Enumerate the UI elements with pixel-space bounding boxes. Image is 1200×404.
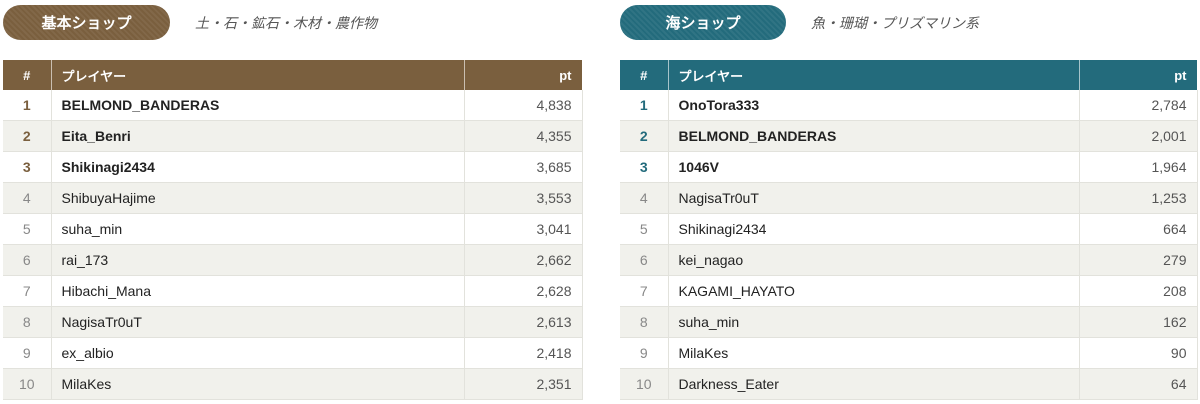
rank: 7	[620, 275, 669, 307]
rank: 3	[620, 151, 669, 183]
ranking-row: 7 KAGAMI_HAYATO 208	[620, 275, 1198, 307]
rank: 9	[620, 337, 669, 369]
rank: 2	[620, 120, 669, 152]
header-row: # プレイヤー pt	[3, 60, 583, 90]
points: 2,628	[464, 275, 583, 307]
points: 2,662	[464, 244, 583, 276]
rank: 2	[3, 120, 52, 152]
header-cell: pt	[1079, 60, 1198, 90]
header-cell: プレイヤー	[668, 60, 1080, 90]
points: 2,351	[464, 368, 583, 400]
header-cell: pt	[464, 60, 583, 90]
rank: 10	[3, 368, 52, 400]
points: 3,553	[464, 182, 583, 214]
rank: 9	[3, 337, 52, 369]
player-name: Darkness_Eater	[668, 368, 1080, 400]
player-name: 1046V	[668, 151, 1080, 183]
player-name: Shikinagi2434	[51, 151, 465, 183]
points: 64	[1079, 368, 1198, 400]
points: 279	[1079, 244, 1198, 276]
ranking-row: 3 1046V 1,964	[620, 151, 1198, 183]
rank: 5	[3, 213, 52, 245]
player-name: KAGAMI_HAYATO	[668, 275, 1080, 307]
points: 208	[1079, 275, 1198, 307]
player-name: rai_173	[51, 244, 465, 276]
ranking-row: 8 NagisaTr0uT 2,613	[3, 306, 583, 338]
ranking-table: # プレイヤー pt 1 OnoTora333 2,784 2 BELMOND_BANDERA…	[620, 60, 1198, 400]
points: 4,355	[464, 120, 583, 152]
shop-badge: 基本ショップ	[3, 5, 170, 40]
points: 4,838	[464, 90, 583, 121]
player-name: NagisaTr0uT	[668, 182, 1080, 214]
rank: 3	[3, 151, 52, 183]
player-name: Shikinagi2434	[668, 213, 1080, 245]
player-name: OnoTora333	[668, 90, 1080, 121]
rank: 1	[620, 90, 669, 121]
points: 90	[1079, 337, 1198, 369]
points: 3,041	[464, 213, 583, 245]
ranking-row: 9 MilaKes 90	[620, 337, 1198, 369]
ranking-row: 10 MilaKes 2,351	[3, 368, 583, 400]
header-cell: #	[3, 60, 52, 90]
rank: 8	[620, 306, 669, 338]
player-name: suha_min	[51, 213, 465, 245]
player-name: BELMOND_BANDERAS	[51, 90, 465, 121]
rank: 5	[620, 213, 669, 245]
player-name: ShibuyaHajime	[51, 182, 465, 214]
player-name: Eita_Benri	[51, 120, 465, 152]
rank: 7	[3, 275, 52, 307]
points: 664	[1079, 213, 1198, 245]
ranking-row: 4 NagisaTr0uT 1,253	[620, 182, 1198, 214]
player-name: MilaKes	[51, 368, 465, 400]
ranking-row: 4 ShibuyaHajime 3,553	[3, 182, 583, 214]
ranking-row: 5 suha_min 3,041	[3, 213, 583, 245]
rank: 1	[3, 90, 52, 121]
player-name: MilaKes	[668, 337, 1080, 369]
points: 2,001	[1079, 120, 1198, 152]
header-row: # プレイヤー pt	[620, 60, 1198, 90]
rank: 4	[3, 182, 52, 214]
points: 2,418	[464, 337, 583, 369]
points: 1,964	[1079, 151, 1198, 183]
points: 3,685	[464, 151, 583, 183]
rank: 4	[620, 182, 669, 214]
points: 162	[1079, 306, 1198, 338]
ranking-row: 1 OnoTora333 2,784	[620, 90, 1198, 121]
player-name: Hibachi_Mana	[51, 275, 465, 307]
player-name: ex_albio	[51, 337, 465, 369]
player-name: NagisaTr0uT	[51, 306, 465, 338]
shop-badge: 海ショップ	[620, 5, 786, 40]
ranking-row: 6 rai_173 2,662	[3, 244, 583, 276]
player-name: BELMOND_BANDERAS	[668, 120, 1080, 152]
ranking-row: 7 Hibachi_Mana 2,628	[3, 275, 583, 307]
ranking-row: 9 ex_albio 2,418	[3, 337, 583, 369]
player-name: kei_nagao	[668, 244, 1080, 276]
ranking-row: 3 Shikinagi2434 3,685	[3, 151, 583, 183]
rank: 6	[3, 244, 52, 276]
rank: 6	[620, 244, 669, 276]
header-cell: #	[620, 60, 669, 90]
rank: 8	[3, 306, 52, 338]
ranking-row: 2 Eita_Benri 4,355	[3, 120, 583, 152]
points: 1,253	[1079, 182, 1198, 214]
header-cell: プレイヤー	[51, 60, 465, 90]
ranking-table: # プレイヤー pt 1 BELMOND_BANDERAS 4,838 2 Eita_Benr…	[3, 60, 583, 400]
points: 2,613	[464, 306, 583, 338]
ranking-row: 6 kei_nagao 279	[620, 244, 1198, 276]
shop-subtitle: 魚・珊瑚・プリズマリン系	[811, 15, 979, 31]
rank: 10	[620, 368, 669, 400]
points: 2,784	[1079, 90, 1198, 121]
ranking-row: 10 Darkness_Eater 64	[620, 368, 1198, 400]
shop-subtitle: 土・石・鉱石・木材・農作物	[195, 15, 377, 31]
ranking-row: 2 BELMOND_BANDERAS 2,001	[620, 120, 1198, 152]
ranking-row: 1 BELMOND_BANDERAS 4,838	[3, 90, 583, 121]
ranking-row: 5 Shikinagi2434 664	[620, 213, 1198, 245]
ranking-row: 8 suha_min 162	[620, 306, 1198, 338]
player-name: suha_min	[668, 306, 1080, 338]
